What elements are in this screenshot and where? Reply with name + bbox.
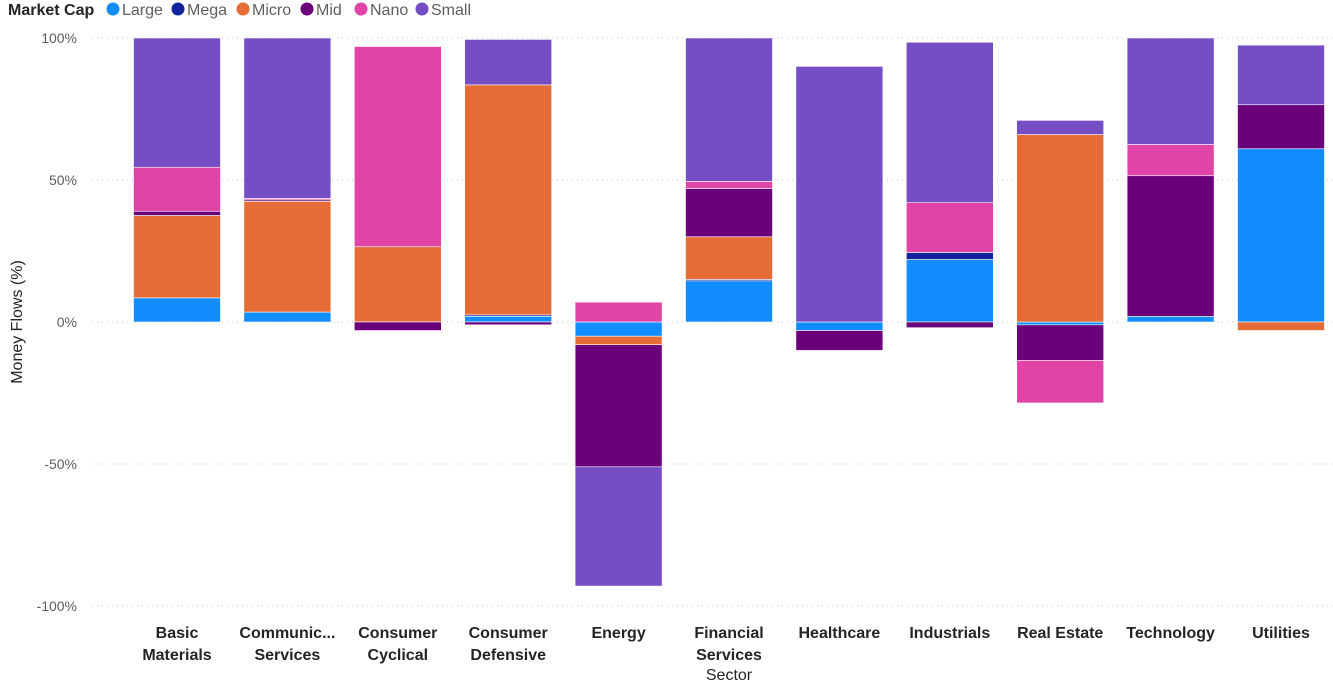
y-tick-label: 0% [57,314,77,330]
x-tick-label: Consumer Cyclical [358,625,437,664]
legend-label-large[interactable]: Large [122,2,163,19]
legend-label-mega[interactable]: Mega [187,2,227,19]
bar-segment-micro[interactable] [1016,134,1105,323]
bar-group-consumer-defensive [464,39,553,326]
bar-segment-mid[interactable] [574,344,663,468]
bar-segment-mid[interactable] [685,188,773,238]
legend: Market Cap Large Mega Micro Mid Nano Small [8,2,471,19]
bars [133,37,1325,587]
bar-group-consumer-cyclical [353,46,442,331]
bar-segment-micro[interactable] [353,246,442,323]
y-axis-ticks: 100% 50% 0% -50% -100% [37,30,77,614]
bar-segment-small[interactable] [464,39,553,86]
x-tick-label: Utilities [1252,625,1310,642]
x-tick-label: Technology [1126,625,1215,642]
legend-marker-micro[interactable] [236,2,250,16]
x-axis-title: Sector [706,667,753,682]
bar-segment-small[interactable] [905,41,994,204]
bar-segment-nano[interactable] [133,166,221,212]
legend-marker-nano[interactable] [354,2,368,16]
bar-segment-mega[interactable] [905,252,994,260]
bar-segment-large[interactable] [905,259,994,323]
bar-segment-nano[interactable] [1016,360,1105,404]
x-tick-label: Basic Materials [142,625,211,664]
bar-segment-micro[interactable] [243,201,332,313]
bar-segment-small[interactable] [1237,44,1325,106]
bar-group-healthcare [795,66,884,351]
bar-segment-large[interactable] [1126,316,1215,323]
bar-segment-small[interactable] [574,466,663,587]
legend-label-micro[interactable]: Micro [252,2,291,19]
bar-segment-mid[interactable] [1126,175,1215,317]
bar-segment-micro[interactable] [574,335,663,346]
bar-segment-mid[interactable] [1237,104,1325,150]
bar-segment-micro[interactable] [685,236,773,280]
bar-segment-mid[interactable] [795,330,884,351]
bar-group-energy [574,301,663,587]
bar-group-financial-services [685,37,773,323]
bar-segment-small[interactable] [1126,37,1215,145]
legend-marker-small[interactable] [415,2,429,16]
bar-segment-mid[interactable] [905,321,994,328]
legend-label-nano[interactable]: Nano [370,2,408,19]
bar-segment-nano[interactable] [353,46,442,248]
x-tick-label: Healthcare [798,625,880,642]
y-tick-label: -100% [37,598,77,614]
x-tick-label: Communic... Services [239,625,335,664]
legend-marker-large[interactable] [106,2,120,16]
bar-segment-nano[interactable] [1126,144,1215,177]
bar-group-utilities [1237,44,1325,331]
bar-segment-micro[interactable] [464,84,553,316]
bar-segment-large[interactable] [574,321,663,337]
bar-segment-mid[interactable] [464,321,553,326]
legend-label-mid[interactable]: Mid [316,2,342,19]
x-tick-label: Consumer Defensive [469,625,548,664]
bar-segment-micro[interactable] [133,215,221,299]
bar-segment-mid[interactable] [353,321,442,331]
bar-segment-large[interactable] [243,311,332,323]
y-tick-label: -50% [44,456,77,472]
legend-marker-mega[interactable] [171,2,185,16]
bar-segment-small[interactable] [795,66,884,323]
x-tick-label: Industrials [909,625,990,642]
bar-group-real-estate [1016,120,1105,404]
bar-segment-large[interactable] [133,297,221,323]
x-tick-label: Financial Services [694,625,763,664]
bar-segment-small[interactable] [1016,120,1105,135]
legend-label-small[interactable]: Small [431,2,471,19]
bar-segment-small[interactable] [685,37,773,182]
bar-segment-nano[interactable] [574,301,663,323]
bar-group-communic-services [243,37,332,323]
bar-segment-nano[interactable] [905,202,994,253]
y-tick-label: 50% [49,172,77,188]
legend-marker-mid[interactable] [300,2,314,16]
bar-segment-large[interactable] [685,280,773,323]
bar-segment-large[interactable] [464,316,553,323]
bar-group-industrials [905,41,994,328]
bar-segment-nano[interactable] [685,181,773,189]
bar-segment-mid[interactable] [133,210,221,216]
bar-segment-large[interactable] [1016,321,1105,326]
legend-title: Market Cap [8,2,94,19]
y-axis-title: Money Flows (%) [9,260,26,384]
bar-segment-mid[interactable] [1016,324,1105,361]
x-axis-labels: Basic Materials Communic... Services Consume… [142,625,1310,664]
bar-segment-large[interactable] [795,321,884,331]
y-tick-label: 100% [41,30,77,46]
bar-segment-small[interactable] [243,37,332,199]
bar-group-basic-materials [133,37,221,323]
x-tick-label: Energy [591,625,645,642]
bar-group-technology [1126,37,1215,323]
bar-segment-large[interactable] [1237,148,1325,323]
x-tick-label: Real Estate [1017,625,1103,642]
bar-segment-small[interactable] [133,37,221,168]
bar-segment-micro[interactable] [1237,321,1325,331]
